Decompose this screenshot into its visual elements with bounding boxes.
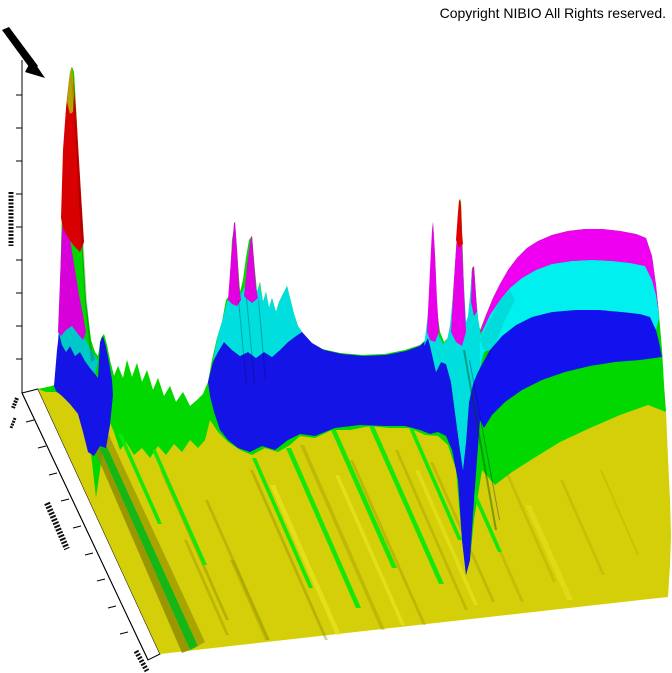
depth-axis-tick-3 [48,472,58,476]
cluster-slit-1 [238,300,247,385]
floor-streak-olive-12 [230,560,269,640]
floor-streak-olive-10 [560,480,605,575]
surface-magenta-right-blade-1 [427,222,439,342]
left-depth-stripe-olive-a [79,414,190,653]
surface-blue-right-band [480,310,662,428]
z-axis-ticklabel-smudge-1 [11,397,19,409]
floor-streak-olive-13 [184,540,229,635]
floor-streak-olive-11 [600,470,639,555]
shade-ridge-left-slope [480,290,515,360]
floor-streak-olive-5 [350,460,426,625]
green-finger-3 [331,430,397,568]
crevice-dark-1 [463,350,497,530]
depth-axis-tick-7 [96,578,106,582]
depth-axis-tick-5 [72,525,82,529]
surface-magenta-right-blade-2 [451,212,466,346]
depth-axis-line [21,392,149,661]
green-finger-1 [118,434,162,524]
surface-magenta-cluster-blade-2 [244,236,258,303]
surface-cyan-right-spikes [424,236,482,470]
floor-streak-olive-6 [395,450,468,610]
floor-streak-bright-4 [525,505,573,600]
copyright-text: Copyright NIBIO All Rights reserved. [440,5,666,21]
shade-spike-right-face [71,72,95,362]
surface-peak-olive-tip [67,67,74,114]
depth-axis-tick-1 [25,419,35,423]
annotation-arrow-head [25,59,45,78]
floor-streak-bright-1 [270,485,341,635]
depth-axis-tick-2 [37,445,47,449]
surface-blue-spike-base [54,333,113,456]
floor-streak-olive-3 [250,470,328,640]
surface-magenta-spike-band [58,203,86,340]
green-finger-8 [252,458,313,588]
floor-streak-olive-4 [300,445,385,630]
surface-magenta-sliver [471,266,477,316]
annotation-arrow-shaft [2,27,38,71]
green-finger-7 [286,448,361,608]
surface-blue-plateau [208,332,480,575]
surface-magenta-right-band [480,229,659,332]
depth-axis-endlabel-illegible-text [133,649,150,673]
surface-cyan-right-band [480,260,659,368]
surface-red-spike-band [61,70,84,252]
floor-streak-olive-2 [205,500,270,640]
floor-streak-bright-2 [335,475,405,625]
green-finger-5 [409,428,462,540]
surface-3d-group [2,27,671,661]
surface-red-right-tip [456,199,463,248]
depth-axis-tick-4 [60,498,70,502]
surface-magenta-cluster-blade-1 [228,222,241,306]
green-finger-2 [152,450,207,565]
floor-streak-olive-9 [505,472,556,582]
crevice-dark-2 [469,360,500,520]
left-depth-stripe-green [86,416,198,650]
floor-streak-bright-3 [415,470,478,605]
cluster-slit-3 [258,300,266,380]
depth-axis-tick-6 [84,552,94,556]
surface-green-band [38,67,666,575]
depth-axis-tick-9 [119,631,129,635]
green-finger-4 [369,426,444,584]
z-axis-ticklabel-smudge-2 [9,417,17,429]
axes-group [8,60,150,673]
cluster-slit-2 [246,298,255,383]
depth-axis-title-illegible-text [44,501,70,551]
depth-axis-tick-8 [107,605,117,609]
left-depth-stripe-olive-b [93,414,205,646]
